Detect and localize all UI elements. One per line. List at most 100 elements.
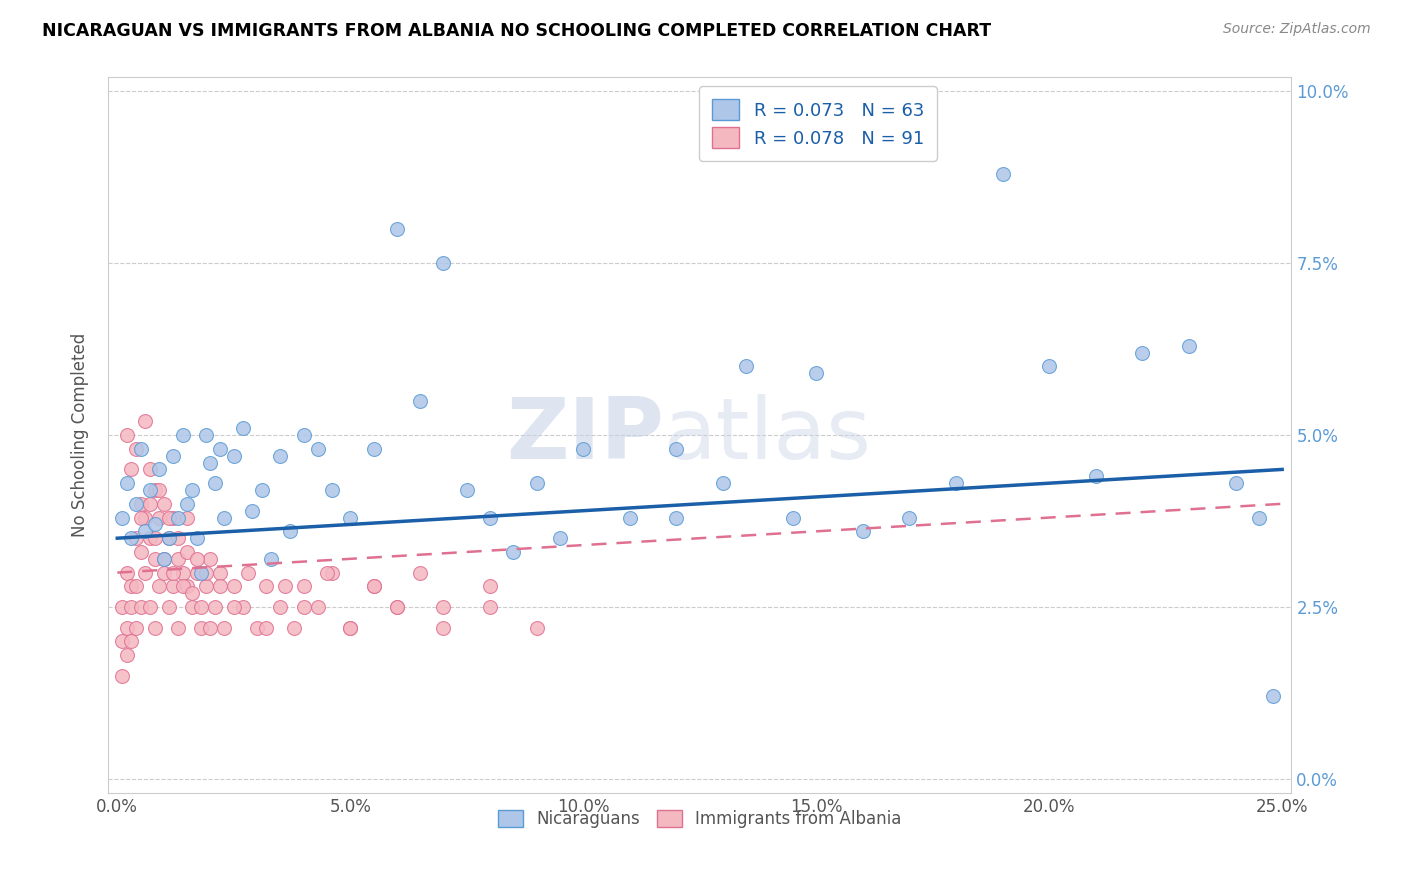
Point	[162, 510, 184, 524]
Point	[143, 621, 166, 635]
Point	[232, 421, 254, 435]
Point	[167, 531, 190, 545]
Point	[194, 566, 217, 580]
Point	[385, 221, 408, 235]
Point	[260, 551, 283, 566]
Text: Source: ZipAtlas.com: Source: ZipAtlas.com	[1223, 22, 1371, 37]
Point	[432, 256, 454, 270]
Point	[945, 476, 967, 491]
Point	[129, 510, 152, 524]
Point	[254, 579, 277, 593]
Point	[278, 524, 301, 539]
Point	[385, 599, 408, 614]
Point	[307, 599, 329, 614]
Point	[186, 531, 208, 545]
Point	[363, 579, 385, 593]
Point	[852, 524, 875, 539]
Point	[186, 566, 208, 580]
Point	[148, 510, 170, 524]
Point	[162, 449, 184, 463]
Point	[139, 462, 162, 476]
Point	[1038, 359, 1060, 374]
Text: ZIP: ZIP	[506, 393, 664, 476]
Point	[157, 531, 180, 545]
Point	[222, 599, 245, 614]
Point	[782, 510, 804, 524]
Point	[292, 579, 315, 593]
Point	[479, 579, 502, 593]
Point	[665, 442, 688, 456]
Point	[190, 621, 212, 635]
Point	[190, 566, 212, 580]
Point	[120, 531, 142, 545]
Point	[572, 442, 595, 456]
Point	[526, 621, 548, 635]
Point	[180, 599, 202, 614]
Point	[148, 579, 170, 593]
Point	[200, 621, 222, 635]
Point	[1247, 510, 1270, 524]
Point	[208, 442, 231, 456]
Point	[385, 599, 408, 614]
Point	[548, 531, 571, 545]
Point	[180, 586, 202, 600]
Point	[129, 442, 152, 456]
Point	[143, 531, 166, 545]
Point	[162, 566, 184, 580]
Point	[186, 551, 208, 566]
Text: atlas: atlas	[664, 393, 872, 476]
Point	[129, 599, 152, 614]
Point	[711, 476, 734, 491]
Point	[307, 442, 329, 456]
Point	[1084, 469, 1107, 483]
Point	[134, 510, 156, 524]
Point	[172, 566, 194, 580]
Point	[502, 545, 524, 559]
Point	[316, 566, 339, 580]
Point	[111, 510, 134, 524]
Point	[1130, 345, 1153, 359]
Point	[526, 476, 548, 491]
Point	[292, 599, 315, 614]
Point	[157, 510, 180, 524]
Point	[758, 146, 780, 161]
Point	[115, 428, 138, 442]
Point	[120, 462, 142, 476]
Point	[180, 483, 202, 497]
Point	[111, 669, 134, 683]
Point	[222, 449, 245, 463]
Point	[208, 579, 231, 593]
Point	[143, 551, 166, 566]
Point	[339, 621, 361, 635]
Point	[292, 428, 315, 442]
Point	[363, 579, 385, 593]
Point	[204, 476, 226, 491]
Point	[214, 621, 236, 635]
Point	[274, 579, 297, 593]
Point	[111, 599, 134, 614]
Point	[432, 599, 454, 614]
Point	[125, 497, 148, 511]
Point	[232, 599, 254, 614]
Point	[120, 634, 142, 648]
Point	[269, 599, 291, 614]
Point	[129, 545, 152, 559]
Point	[190, 599, 212, 614]
Point	[115, 648, 138, 662]
Point	[665, 510, 688, 524]
Point	[236, 566, 259, 580]
Point	[898, 510, 921, 524]
Point	[172, 428, 194, 442]
Point	[1225, 476, 1247, 491]
Point	[214, 510, 236, 524]
Point	[176, 545, 198, 559]
Point	[139, 531, 162, 545]
Point	[339, 621, 361, 635]
Point	[735, 359, 758, 374]
Point	[125, 442, 148, 456]
Point	[456, 483, 478, 497]
Point	[162, 579, 184, 593]
Text: NICARAGUAN VS IMMIGRANTS FROM ALBANIA NO SCHOOLING COMPLETED CORRELATION CHART: NICARAGUAN VS IMMIGRANTS FROM ALBANIA NO…	[42, 22, 991, 40]
Point	[153, 551, 176, 566]
Point	[143, 517, 166, 532]
